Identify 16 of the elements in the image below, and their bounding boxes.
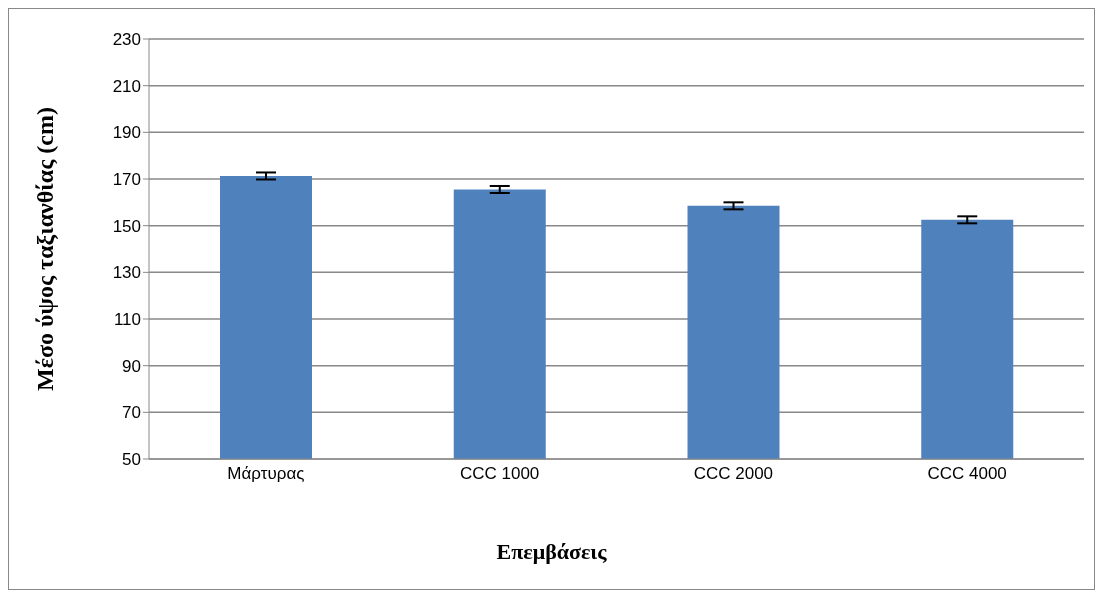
y-tick-label: 70 xyxy=(122,403,141,423)
y-tick-label: 230 xyxy=(112,30,141,50)
x-tick-label: CCC 1000 xyxy=(459,464,540,484)
y-tick-label: 50 xyxy=(122,450,141,470)
y-tick-label: 130 xyxy=(112,263,141,283)
y-tick-label: 150 xyxy=(112,216,141,236)
x-tick-label: CCC 4000 xyxy=(927,464,1007,484)
y-tick-label: 90 xyxy=(122,356,141,376)
y-axis-title: Μέσο ύψος ταξιανθίας (cm) xyxy=(31,107,59,391)
y-tick-label: 210 xyxy=(112,76,141,96)
y-tick-label: 190 xyxy=(112,123,141,143)
y-tick-label: 170 xyxy=(112,170,141,190)
y-tick-label: 110 xyxy=(113,310,141,330)
x-tick-label: Μάρτυρας xyxy=(227,464,305,484)
x-axis-title: Επεμβάσεις xyxy=(495,539,608,565)
x-tick-label: CCC 2000 xyxy=(693,464,774,484)
